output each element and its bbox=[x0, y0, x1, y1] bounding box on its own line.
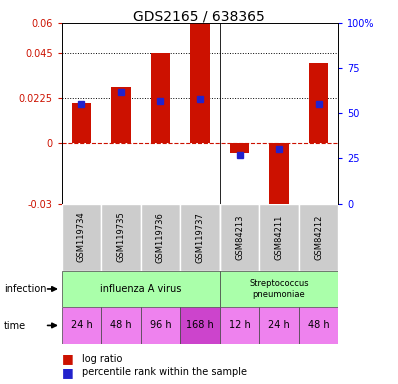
Bar bbox=[101, 307, 141, 344]
Bar bbox=[62, 271, 220, 307]
Bar bbox=[141, 204, 180, 271]
Bar bbox=[220, 307, 259, 344]
Text: GSM84211: GSM84211 bbox=[275, 214, 283, 260]
Text: Streptococcus
pneumoniae: Streptococcus pneumoniae bbox=[249, 279, 309, 299]
Bar bbox=[111, 87, 131, 143]
Text: 24 h: 24 h bbox=[268, 320, 290, 331]
Bar bbox=[141, 307, 180, 344]
Bar bbox=[269, 143, 289, 204]
Text: GSM84213: GSM84213 bbox=[235, 214, 244, 260]
Bar bbox=[230, 143, 250, 153]
Bar bbox=[220, 271, 338, 307]
Bar bbox=[299, 204, 338, 271]
Bar bbox=[180, 204, 220, 271]
Text: influenza A virus: influenza A virus bbox=[100, 284, 181, 294]
Text: 168 h: 168 h bbox=[186, 320, 214, 331]
Bar bbox=[259, 307, 299, 344]
Text: 12 h: 12 h bbox=[228, 320, 250, 331]
Text: 48 h: 48 h bbox=[308, 320, 330, 331]
Text: GDS2165 / 638365: GDS2165 / 638365 bbox=[133, 10, 265, 23]
Bar bbox=[309, 63, 328, 143]
Bar bbox=[101, 204, 141, 271]
Text: time: time bbox=[4, 321, 26, 331]
Bar bbox=[62, 307, 101, 344]
Text: log ratio: log ratio bbox=[82, 354, 122, 364]
Bar bbox=[72, 103, 91, 143]
Bar bbox=[220, 204, 259, 271]
Text: GSM119737: GSM119737 bbox=[195, 212, 205, 263]
Text: GSM119736: GSM119736 bbox=[156, 212, 165, 263]
Text: 24 h: 24 h bbox=[70, 320, 92, 331]
Bar bbox=[299, 307, 338, 344]
Text: 96 h: 96 h bbox=[150, 320, 171, 331]
Text: percentile rank within the sample: percentile rank within the sample bbox=[82, 367, 247, 377]
Text: ■: ■ bbox=[62, 353, 74, 366]
Bar bbox=[180, 307, 220, 344]
Bar bbox=[62, 204, 101, 271]
Bar bbox=[190, 23, 210, 143]
Text: 48 h: 48 h bbox=[110, 320, 132, 331]
Text: ■: ■ bbox=[62, 366, 74, 379]
Text: GSM119735: GSM119735 bbox=[117, 212, 125, 263]
Bar bbox=[150, 53, 170, 143]
Text: GSM84212: GSM84212 bbox=[314, 214, 323, 260]
Text: GSM119734: GSM119734 bbox=[77, 212, 86, 263]
Text: infection: infection bbox=[4, 284, 47, 294]
Bar bbox=[259, 204, 299, 271]
